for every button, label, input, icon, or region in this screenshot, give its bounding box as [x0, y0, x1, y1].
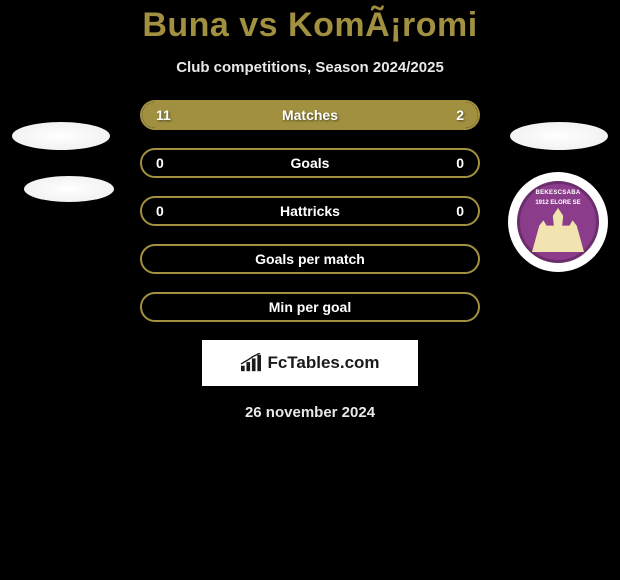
- stat-row-matches: 11 2 Matches: [140, 100, 480, 130]
- stat-value-left: 11: [156, 107, 171, 123]
- stat-value-right: 0: [456, 155, 464, 171]
- stat-label: Matches: [282, 107, 338, 123]
- club-badge-building-icon: [532, 208, 584, 252]
- bar-chart-icon: [240, 353, 262, 373]
- stat-value-right: 2: [456, 107, 464, 123]
- stat-label: Goals: [291, 155, 330, 171]
- date-label: 26 november 2024: [0, 404, 620, 421]
- club-badge-text-top: BEKESCSABA: [520, 190, 596, 196]
- club-badge-text-mid: 1912 ELORE SE: [520, 200, 596, 206]
- page-title: Buna vs KomÃ¡romi: [0, 0, 620, 45]
- footer-brand-box[interactable]: FcTables.com: [202, 340, 418, 386]
- footer-brand-text: FcTables.com: [267, 353, 379, 373]
- stat-row-goals-per-match: Goals per match: [140, 244, 480, 274]
- stat-bars: 11 2 Matches 0 0 Goals 0 0 Hattricks Goals per ma…: [140, 100, 480, 322]
- club-badge: BEKESCSABA 1912 ELORE SE: [508, 172, 608, 272]
- page-subtitle: Club competitions, Season 2024/2025: [0, 59, 620, 76]
- stat-fill-right: [404, 102, 478, 128]
- stat-row-min-per-goal: Min per goal: [140, 292, 480, 322]
- stat-value-right: 0: [456, 203, 464, 219]
- stat-row-goals: 0 0 Goals: [140, 148, 480, 178]
- player1-badge-2: [24, 176, 114, 202]
- stat-row-hattricks: 0 0 Hattricks: [140, 196, 480, 226]
- stat-label: Hattricks: [280, 203, 340, 219]
- stat-fill-left: [142, 102, 404, 128]
- player2-badge-1: [510, 122, 608, 150]
- stat-value-left: 0: [156, 155, 164, 171]
- stat-value-left: 0: [156, 203, 164, 219]
- player1-badge-1: [12, 122, 110, 150]
- stat-label: Min per goal: [269, 299, 351, 315]
- stat-label: Goals per match: [255, 251, 365, 267]
